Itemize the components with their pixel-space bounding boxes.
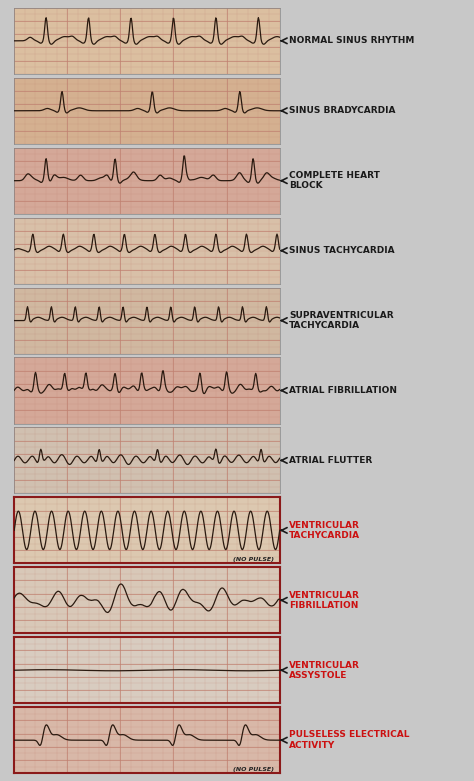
Text: PULSELESS ELECTRICAL
ACTIVITY: PULSELESS ELECTRICAL ACTIVITY bbox=[289, 730, 410, 750]
Text: COMPLETE HEART
BLOCK: COMPLETE HEART BLOCK bbox=[289, 171, 380, 191]
Text: (NO PULSE): (NO PULSE) bbox=[233, 767, 274, 772]
Text: (NO PULSE): (NO PULSE) bbox=[233, 557, 274, 562]
Text: SINUS TACHYCARDIA: SINUS TACHYCARDIA bbox=[289, 246, 395, 255]
Text: NORMAL SINUS RHYTHM: NORMAL SINUS RHYTHM bbox=[289, 37, 415, 45]
Text: ATRIAL FIBRILLATION: ATRIAL FIBRILLATION bbox=[289, 386, 397, 395]
Text: VENTRICULAR
TACHYCARDIA: VENTRICULAR TACHYCARDIA bbox=[289, 521, 360, 540]
Text: VENTRICULAR
ASSYSTOLE: VENTRICULAR ASSYSTOLE bbox=[289, 661, 360, 680]
Text: SUPRAVENTRICULAR
TACHYCARDIA: SUPRAVENTRICULAR TACHYCARDIA bbox=[289, 311, 394, 330]
Text: SINUS BRADYCARDIA: SINUS BRADYCARDIA bbox=[289, 106, 396, 116]
Text: VENTRICULAR
FIBRILLATION: VENTRICULAR FIBRILLATION bbox=[289, 590, 360, 610]
Text: ATRIAL FLUTTER: ATRIAL FLUTTER bbox=[289, 456, 373, 465]
